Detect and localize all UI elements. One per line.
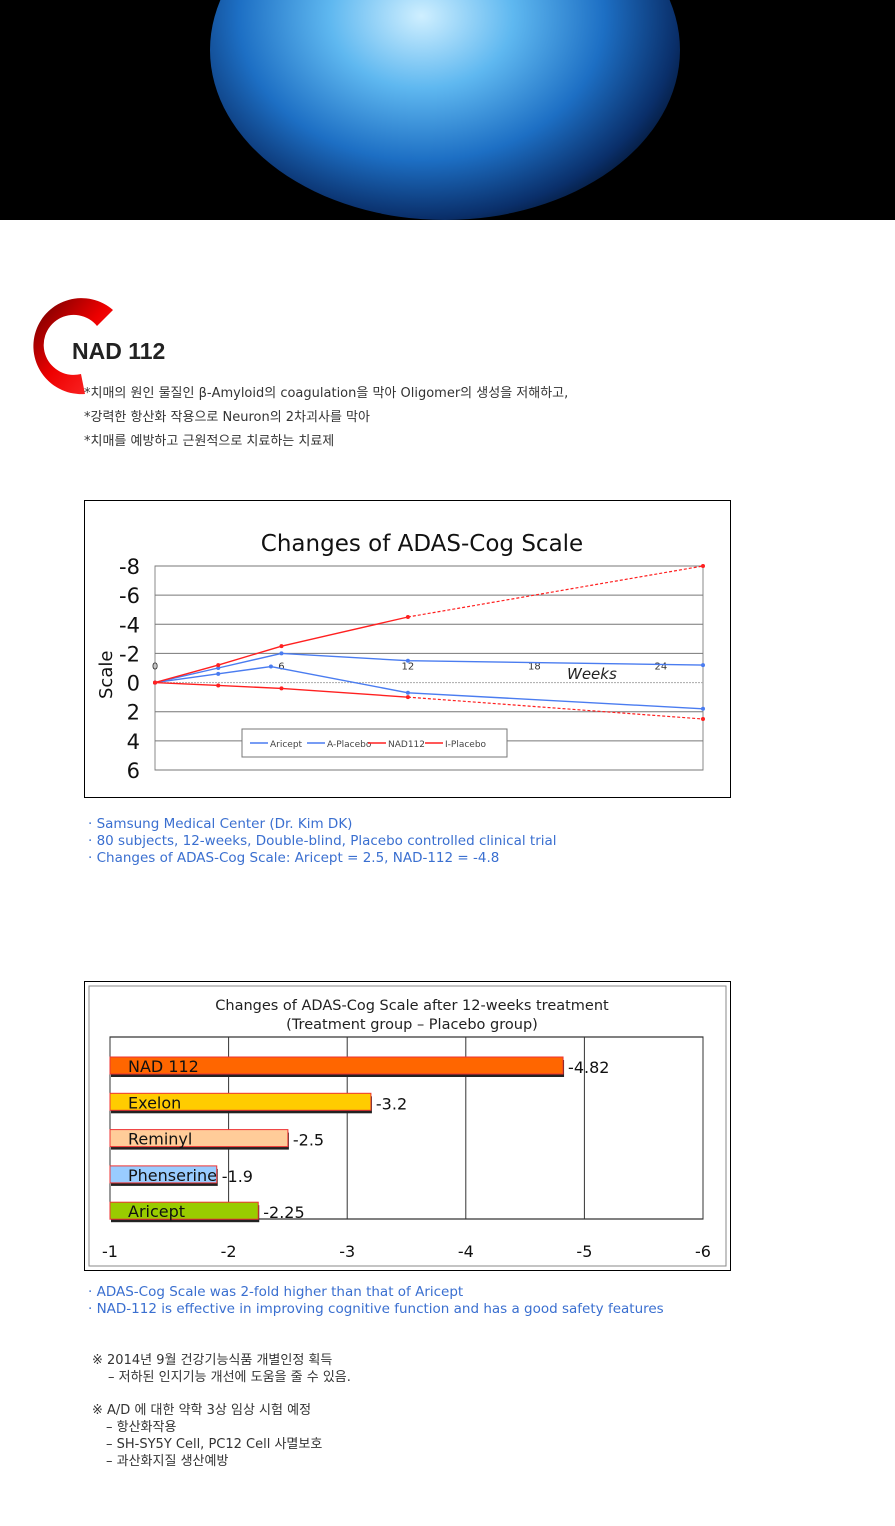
line-chart-svg: Changes of ADAS-Cog Scale Scale Weeks -8… (96, 531, 705, 783)
description-line: *치매를 예방하고 근원적으로 치료하는 치료제 (84, 434, 335, 449)
x-tick-label: 18 (528, 662, 541, 673)
bar-value-label: -1.9 (222, 1167, 253, 1186)
data-point (216, 671, 221, 676)
x-tick-label: 6 (278, 662, 284, 673)
chart-title: Changes of ADAS-Cog Scale (261, 531, 583, 557)
bar-Reminyl (109, 1129, 289, 1148)
bar-value-label: -4.82 (568, 1058, 609, 1077)
korean-note: ※ 2014년 9월 건강기능식품 개별인정 획득 (92, 1353, 333, 1368)
korean-note: – 과산화지질 생산예방 (106, 1454, 229, 1469)
x-tick-label: -1 (102, 1242, 118, 1261)
note-line: · ADAS-Cog Scale was 2-fold higher than … (88, 1284, 464, 1300)
note-line: · Changes of ADAS-Cog Scale: Aricept = 2… (88, 850, 500, 866)
chart-subtitle: (Treatment group – Placebo group) (286, 1017, 538, 1033)
data-point (701, 717, 705, 721)
product-title: NAD 112 (72, 338, 166, 364)
bar-chart: Changes of ADAS-Cog Scale after 12-weeks… (84, 981, 731, 1271)
bar-category-label: Aricept (128, 1202, 185, 1221)
data-point (405, 658, 410, 663)
data-point (268, 664, 273, 669)
data-point (216, 683, 221, 688)
data-point (405, 615, 410, 619)
x-tick-label: -5 (576, 1242, 592, 1261)
series-line-I-Placebo (154, 681, 408, 698)
y-tick-label: -6 (119, 584, 140, 608)
data-point (279, 644, 284, 649)
data-point (153, 680, 157, 685)
y-tick-label: 0 (127, 672, 140, 696)
legend-label: A-Placebo (327, 740, 372, 750)
data-point (701, 663, 705, 668)
chart-frame (88, 985, 727, 1267)
note-line: · Samsung Medical Center (Dr. Kim DK) (88, 816, 353, 832)
data-point (701, 564, 705, 568)
data-point (216, 663, 221, 668)
x-tick-label: -6 (695, 1242, 711, 1261)
bar-Exelon (109, 1092, 372, 1111)
bar-Aricept (109, 1201, 259, 1220)
chart-title: Changes of ADAS-Cog Scale after 12-weeks… (215, 998, 609, 1014)
data-point (216, 666, 221, 670)
bar-category-label: Phenserine (128, 1166, 217, 1185)
bar-chart-svg: Changes of ADAS-Cog Scale after 12-weeks… (88, 985, 727, 1267)
legend-label: I-Placebo (445, 740, 487, 750)
y-tick-label: -8 (119, 555, 140, 579)
line-chart: Changes of ADAS-Cog Scale Scale Weeks -8… (84, 500, 731, 798)
bar-NAD 112 (109, 1056, 564, 1075)
bar-category-label: Exelon (128, 1093, 181, 1112)
x-tick-label: 0 (152, 662, 158, 673)
x-tick-label: 12 (402, 662, 415, 673)
note-line: · NAD-112 is effective in improving cogn… (88, 1301, 664, 1317)
korean-note: – 저하된 인지기능 개선에 도움을 줄 수 있음. (108, 1370, 351, 1385)
y-tick-label: -4 (119, 613, 140, 637)
bar-value-label: -3.2 (376, 1094, 407, 1113)
series-line-dashed-NAD112 (407, 565, 704, 618)
brain-image (210, 0, 680, 220)
description-line: *치매의 원인 물질인 β-Amyloid의 coagulation을 막아 O… (84, 386, 569, 401)
korean-note: – SH-SY5Y Cell, PC12 Cell 사멸보호 (106, 1437, 323, 1452)
y-axis-label: Scale (96, 651, 117, 699)
x-tick-label: -2 (221, 1242, 237, 1261)
legend-label: Aricept (270, 740, 303, 750)
logo-c-icon (33, 298, 113, 395)
bar-Phenserine (109, 1165, 218, 1184)
bar-category-label: NAD 112 (128, 1057, 199, 1076)
y-tick-label: 2 (127, 701, 140, 725)
korean-note: ※ A/D 에 대한 약학 3상 임상 시험 예정 (92, 1403, 312, 1418)
x-axis-label: Weeks (567, 665, 617, 683)
bar-value-label: -2.5 (293, 1131, 324, 1150)
x-tick-label: -4 (458, 1242, 474, 1261)
legend-label: NAD112 (388, 740, 425, 750)
series-line-dashed-I-Placebo (407, 696, 704, 720)
y-tick-label: -2 (119, 642, 140, 666)
note-line: · 80 subjects, 12-weeks, Double-blind, P… (88, 833, 557, 849)
bar-category-label: Reminyl (128, 1130, 192, 1149)
brain-hero-image (0, 0, 895, 220)
x-tick-label: -3 (339, 1242, 355, 1261)
data-point (279, 686, 284, 691)
y-tick-label: 6 (127, 759, 140, 783)
data-point (405, 695, 410, 700)
x-tick-label: 24 (654, 662, 667, 673)
data-point (279, 651, 284, 656)
description-line: *강력한 항산화 작용으로 Neuron의 2차괴사를 막아 (84, 410, 370, 425)
series-line-Aricept (154, 652, 704, 684)
data-point (701, 706, 705, 711)
data-point (405, 690, 410, 695)
series-line-A-Placebo (154, 665, 704, 710)
y-tick-label: 4 (127, 730, 140, 754)
korean-note: – 항산화작용 (106, 1420, 177, 1435)
bar-value-label: -2.25 (263, 1203, 304, 1222)
series-line-NAD112 (154, 616, 409, 684)
